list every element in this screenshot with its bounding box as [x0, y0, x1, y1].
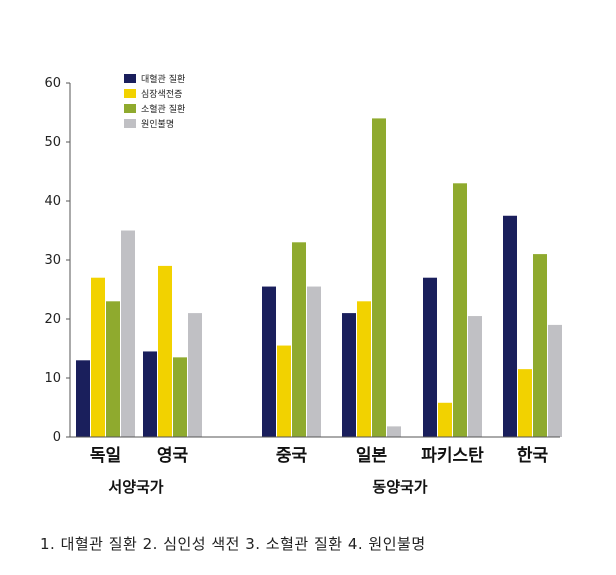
group-label: 서양국가	[108, 478, 163, 496]
bar	[106, 301, 120, 437]
bars	[76, 118, 562, 438]
legend-swatch	[124, 74, 136, 83]
bar	[307, 286, 321, 437]
bar	[91, 277, 105, 437]
y-tick-label: 60	[44, 76, 61, 91]
bar	[121, 230, 135, 437]
bar	[158, 265, 172, 437]
bar	[468, 316, 482, 437]
y-axis: 0 10 20 30 40 50 60	[44, 76, 71, 445]
bar	[372, 118, 386, 438]
bar	[292, 242, 306, 437]
legend-swatch	[124, 89, 136, 98]
x-tick-label: 한국	[517, 446, 549, 466]
bar	[548, 324, 562, 437]
legend-swatch	[124, 104, 136, 113]
legend-label: 소혈관 질환	[141, 103, 185, 115]
bar	[262, 286, 276, 437]
bar	[188, 313, 202, 437]
legend-label: 심장색전증	[141, 89, 182, 100]
footnote: 1. 대혈관 질환 2. 심인성 색전 3. 소혈관 질환 4. 원인불명	[40, 535, 426, 553]
bar	[503, 215, 517, 437]
x-tick-label: 중국	[276, 446, 308, 466]
group-label: 동양국가	[372, 478, 427, 496]
legend-swatch	[124, 119, 136, 128]
legend-label: 원인불명	[141, 119, 174, 130]
bar	[453, 183, 467, 437]
bar	[76, 360, 90, 437]
x-tick-label: 일본	[356, 446, 388, 466]
bar	[423, 277, 437, 437]
x-tick-label: 영국	[157, 446, 189, 466]
bar	[533, 254, 547, 437]
bar	[173, 357, 187, 437]
y-tick-label: 20	[44, 312, 61, 327]
bar	[277, 345, 291, 437]
y-tick-label: 0	[53, 430, 61, 445]
bar	[357, 301, 371, 437]
legend-label: 대혈관 질환	[141, 73, 185, 85]
bar	[342, 313, 356, 437]
y-tick-label: 50	[44, 135, 61, 150]
bar	[518, 369, 532, 437]
bar	[387, 426, 401, 437]
x-tick-label: 파키스탄	[421, 446, 484, 466]
x-tick-label: 독일	[90, 446, 121, 466]
y-tick-label: 30	[44, 253, 61, 268]
bar	[438, 402, 452, 437]
bar	[143, 351, 157, 437]
y-tick-label: 40	[44, 194, 61, 209]
y-tick-label: 10	[44, 371, 61, 386]
